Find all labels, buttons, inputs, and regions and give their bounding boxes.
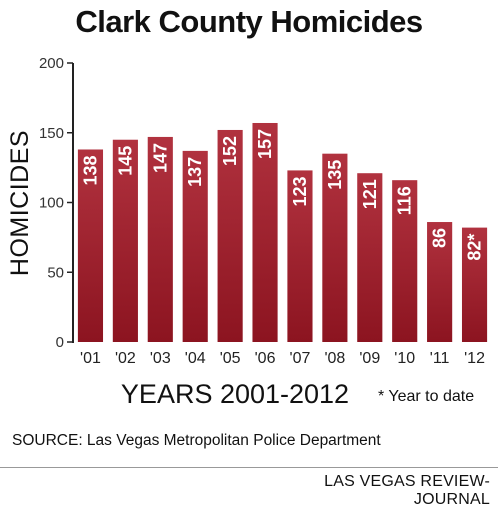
bar [287,170,313,342]
y-axis-label: HOMICIDES [6,129,34,277]
x-tick-label: '05 [220,350,241,367]
x-tick-label: '09 [359,350,380,367]
bar [427,222,453,342]
bar-value-label: 121 [360,179,380,209]
bar-value-label: 137 [185,157,205,187]
bar-value-label: 82* [465,234,485,261]
y-tick-label: 0 [56,334,64,351]
bar [322,153,348,342]
bar-value-label: 157 [255,129,275,159]
x-tick-label: '04 [185,350,206,367]
bar-value-label: 116 [395,186,415,215]
bar-value-label: 138 [80,155,100,185]
bar [461,227,488,342]
bar [147,136,173,342]
x-axis-label: YEARS 2001-2012 [120,379,350,409]
bar [217,129,243,342]
x-tick-label: '03 [150,350,171,367]
y-tick-label: 150 [39,125,64,142]
bar [112,139,138,342]
bar-value-label: 147 [150,143,170,173]
bar-value-label: 145 [115,146,135,176]
x-tick-label: '08 [324,350,345,367]
x-tick-label: '01 [80,350,101,367]
x-tick-label: '12 [464,350,485,367]
divider [0,467,498,468]
publication-credit: LAS VEGAS REVIEW-JOURNAL [324,473,490,508]
x-tick-label: '02 [115,350,136,367]
chart-title: Clark County Homicides [75,4,423,39]
bar [252,122,278,342]
bar [357,173,383,342]
bar-value-label: 152 [220,136,240,166]
year-to-date-note: * Year to date [378,388,475,405]
x-tick-label: '11 [430,350,450,367]
bar-value-label: 86 [430,228,450,248]
bar [392,180,418,342]
source-line: SOURCE: Las Vegas Metropolitan Police De… [12,432,381,449]
y-tick-label: 100 [39,195,64,212]
x-tick-label: '07 [290,350,311,367]
bar-value-label: 135 [325,160,345,190]
bar [182,150,208,342]
y-tick-label: 200 [39,55,64,72]
x-tick-label: '10 [394,350,415,367]
x-tick-label: '06 [255,350,276,367]
y-tick-label: 50 [47,264,64,281]
bar-value-label: 123 [290,176,310,206]
bar [77,149,104,342]
